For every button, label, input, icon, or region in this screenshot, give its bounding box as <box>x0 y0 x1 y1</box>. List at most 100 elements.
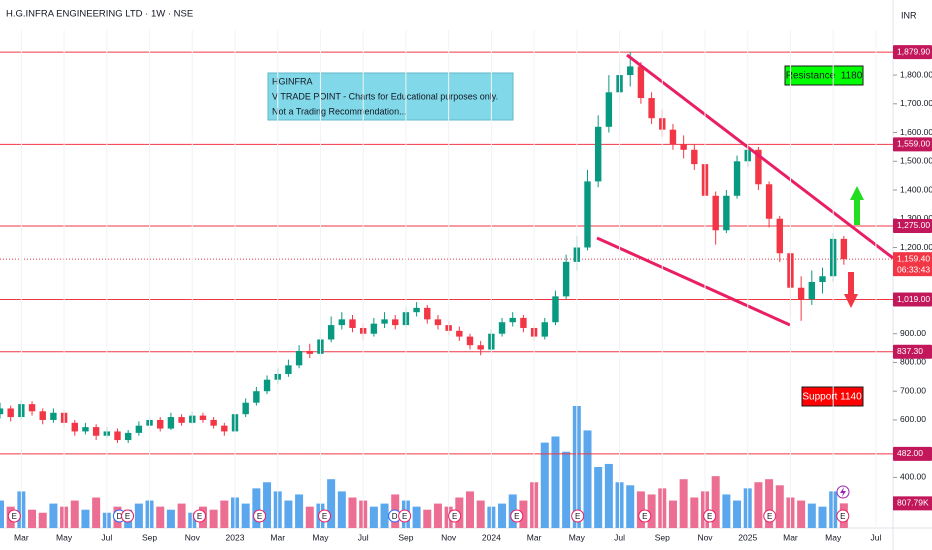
volume-bar <box>733 500 742 528</box>
event-marker[interactable] <box>571 509 585 523</box>
volume-bar <box>647 494 656 528</box>
candle-body <box>285 365 292 374</box>
candle-body <box>776 218 783 254</box>
candle-body <box>221 425 228 432</box>
event-marker[interactable] <box>763 509 777 523</box>
event-marker[interactable] <box>121 509 135 523</box>
candle-body <box>253 391 260 403</box>
candle-body <box>295 350 303 366</box>
level-flag <box>893 218 932 233</box>
volume-bar <box>498 503 507 528</box>
resistance-box <box>784 65 864 86</box>
candle-body <box>605 92 613 127</box>
candle-body <box>434 319 442 326</box>
x-tick-label: Mar <box>527 532 542 542</box>
volume-bar <box>711 476 720 528</box>
x-tick-label: 2025 <box>738 532 757 542</box>
volume-bar <box>295 494 304 528</box>
y-tick-label: 400.00 <box>900 472 926 482</box>
volume-label: 807.79K <box>897 498 929 508</box>
y-tick-label: 1,700.00 <box>900 98 932 108</box>
candle-body <box>82 427 89 432</box>
volume-bar <box>412 506 421 528</box>
candle-body <box>392 319 399 326</box>
volume-bar <box>818 506 827 528</box>
candle-body <box>349 319 356 328</box>
annotation-text: V TRADE POINT - Charts for Educational p… <box>272 91 498 101</box>
lightning-icon <box>840 487 846 497</box>
candle-body <box>552 296 559 323</box>
x-tick-label: 2023 <box>226 532 245 542</box>
candle-body <box>562 261 570 297</box>
x-tick-label: Sep <box>655 532 670 542</box>
annotation-box <box>267 72 514 121</box>
event-label: E <box>575 512 580 521</box>
level-label: 482.00 <box>897 448 923 458</box>
volume-bar <box>92 497 101 528</box>
volume-bar <box>49 503 58 528</box>
event-marker[interactable] <box>253 509 267 523</box>
candle-body <box>723 195 730 231</box>
annotation-text: HGINFRA <box>272 76 313 86</box>
support-text: Support 1140 <box>802 392 862 403</box>
candle-body <box>370 323 378 334</box>
volume-bar <box>305 506 314 528</box>
volume-bar <box>583 430 592 528</box>
candle-body <box>7 408 14 418</box>
candle-body <box>808 281 816 300</box>
volume-bar <box>284 500 293 528</box>
x-tick-label: May <box>825 532 842 542</box>
candle-body <box>466 336 474 346</box>
candle-body <box>627 66 634 76</box>
overlays: HGINFRA V TRADE POINT - Charts for Educa… <box>6 9 917 499</box>
volume-bar <box>166 509 175 528</box>
candle-body <box>509 317 516 323</box>
volume-bar <box>690 497 699 528</box>
volume-bar <box>70 500 79 528</box>
level-label: 1,275.00 <box>897 220 930 230</box>
x-tick-label: May <box>56 532 73 542</box>
volume-bar <box>348 497 357 528</box>
candle-body <box>819 276 826 282</box>
y-tick-label: 1,200.00 <box>900 242 932 252</box>
y-tick-label: 700.00 <box>900 385 926 395</box>
candle-body <box>541 322 548 337</box>
candle-body <box>92 427 100 436</box>
event-marker[interactable] <box>398 509 412 523</box>
y-tick-label: 1,500.00 <box>900 156 932 166</box>
last-price-label: 1,159.40 <box>897 253 930 263</box>
event-marker[interactable] <box>318 509 332 523</box>
x-tick-label: Nov <box>441 532 457 542</box>
volume-bar <box>519 500 528 528</box>
event-marker[interactable] <box>193 509 207 523</box>
volume-bar <box>369 506 378 528</box>
up-arrow <box>850 186 864 225</box>
candle-body <box>669 129 677 145</box>
event-marker[interactable] <box>7 509 21 523</box>
event-marker[interactable] <box>703 509 717 523</box>
candle-body <box>338 319 346 326</box>
volume-bar <box>220 500 229 528</box>
level-label: 1,559.00 <box>897 139 930 149</box>
event-marker[interactable] <box>510 509 524 523</box>
event-marker[interactable] <box>638 509 652 523</box>
candle-body <box>50 412 57 420</box>
candle-body <box>755 149 762 185</box>
candle-body <box>157 419 164 429</box>
event-label: E <box>125 512 130 521</box>
event-marker[interactable] <box>448 509 462 523</box>
volume-bar <box>38 512 47 528</box>
currency[interactable]: INR <box>901 10 917 20</box>
event-marker[interactable] <box>836 509 850 523</box>
event-label: E <box>452 512 457 521</box>
candle-body <box>424 307 431 320</box>
event-label: E <box>514 512 519 521</box>
volume-bar <box>134 503 143 528</box>
event-label: E <box>707 512 712 521</box>
y-tick-label: 1,800.00 <box>900 69 932 79</box>
support-box <box>801 386 864 407</box>
candle-body <box>28 404 36 412</box>
x-tick-label: Mar <box>14 532 29 542</box>
volume-bar <box>540 442 549 528</box>
